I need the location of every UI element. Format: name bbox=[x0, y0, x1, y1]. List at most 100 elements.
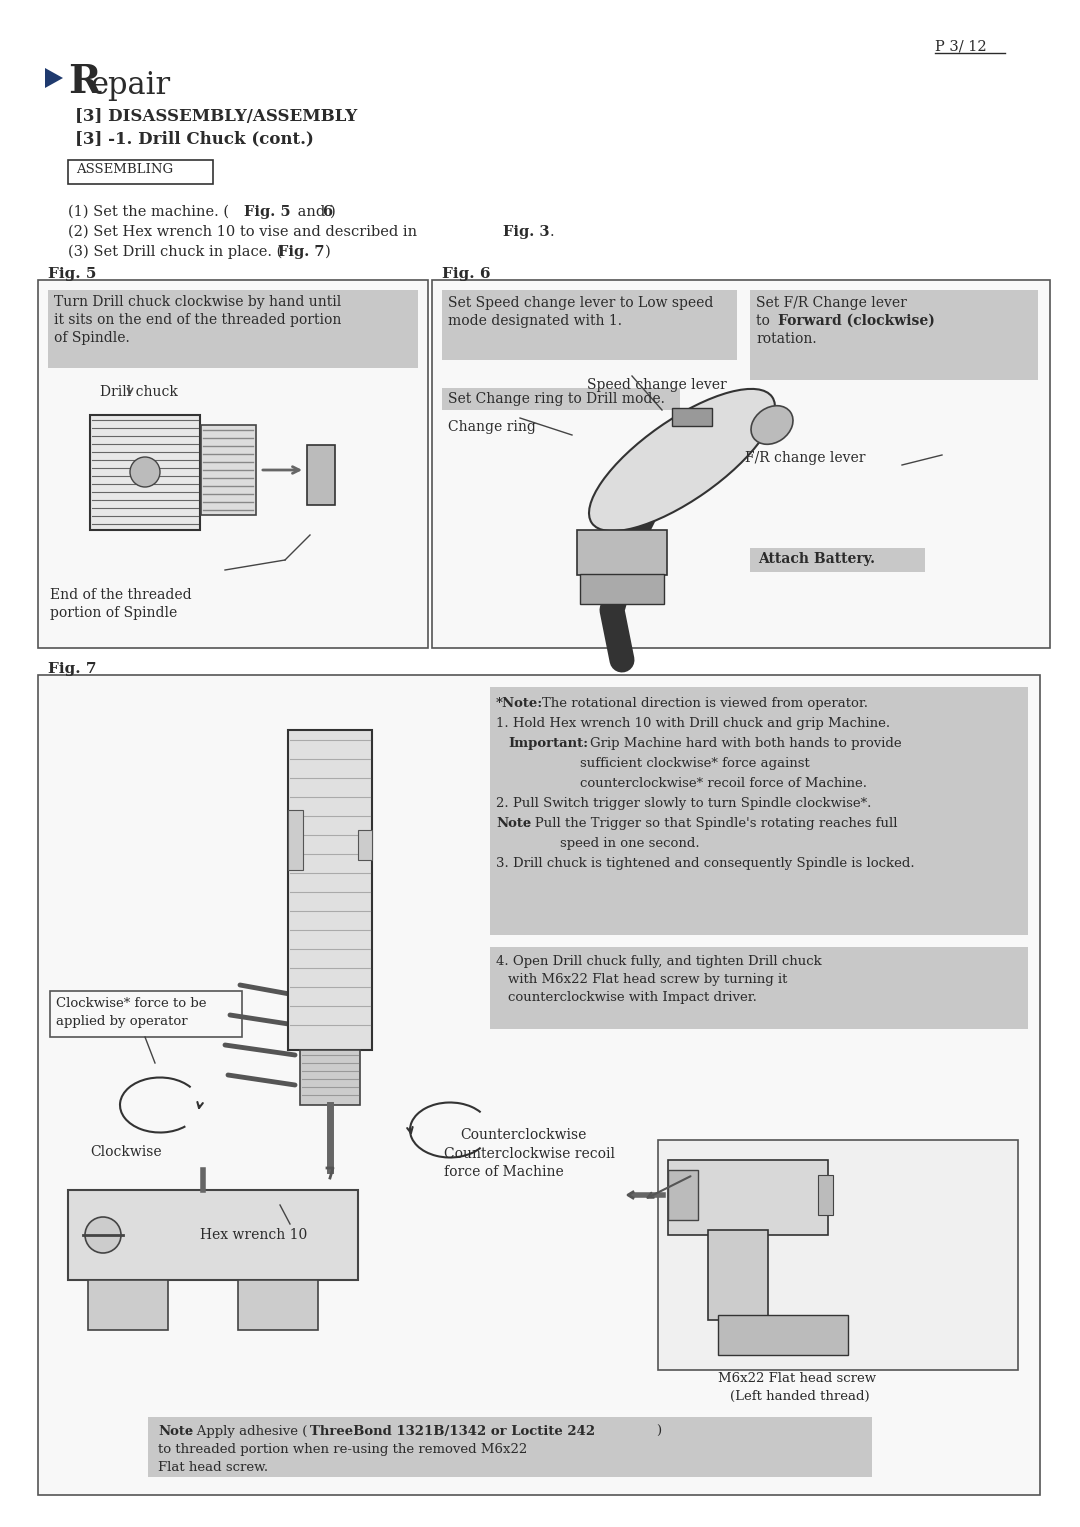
Text: 3. Drill chuck is tightened and consequently Spindle is locked.: 3. Drill chuck is tightened and conseque… bbox=[496, 857, 915, 870]
Bar bbox=[238, 1280, 318, 1330]
Text: Grip Machine hard with both hands to provide: Grip Machine hard with both hands to pro… bbox=[590, 738, 902, 750]
Bar bbox=[87, 1280, 168, 1330]
Polygon shape bbox=[45, 69, 63, 89]
Text: [3] -1. Drill Chuck (cont.): [3] -1. Drill Chuck (cont.) bbox=[75, 130, 314, 147]
Text: counterclockwise* recoil force of Machine.: counterclockwise* recoil force of Machin… bbox=[580, 777, 867, 789]
Text: 2. Pull Switch trigger slowly to turn Spindle clockwise*.: 2. Pull Switch trigger slowly to turn Sp… bbox=[496, 797, 872, 809]
Text: 4. Open Drill chuck fully, and tighten Drill chuck: 4. Open Drill chuck fully, and tighten D… bbox=[496, 954, 822, 968]
Text: Set Speed change lever to Low speed: Set Speed change lever to Low speed bbox=[448, 296, 714, 310]
Circle shape bbox=[85, 1217, 121, 1254]
Text: Counterclockwise recoil: Counterclockwise recoil bbox=[444, 1147, 615, 1161]
Bar bbox=[90, 415, 200, 530]
Text: and: and bbox=[293, 205, 329, 218]
Text: (2) Set Hex wrench 10 to vise and described in: (2) Set Hex wrench 10 to vise and descri… bbox=[68, 224, 422, 240]
Text: mode designated with 1.: mode designated with 1. bbox=[448, 315, 622, 328]
Text: : Pull the Trigger so that Spindle's rotating reaches full: : Pull the Trigger so that Spindle's rot… bbox=[526, 817, 897, 831]
Text: Turn Drill chuck clockwise by hand until: Turn Drill chuck clockwise by hand until bbox=[54, 295, 341, 308]
Bar bbox=[718, 1315, 848, 1354]
Text: Hex wrench 10: Hex wrench 10 bbox=[200, 1228, 307, 1241]
Text: counterclockwise with Impact driver.: counterclockwise with Impact driver. bbox=[508, 991, 757, 1003]
Text: End of the threaded: End of the threaded bbox=[50, 588, 191, 602]
Text: Fig. 7: Fig. 7 bbox=[48, 663, 96, 676]
Text: sufficient clockwise* force against: sufficient clockwise* force against bbox=[580, 757, 810, 770]
Text: ): ) bbox=[325, 244, 330, 260]
Bar bbox=[201, 425, 256, 515]
Text: of Spindle.: of Spindle. bbox=[54, 331, 130, 345]
Text: applied by operator: applied by operator bbox=[56, 1015, 188, 1028]
Text: Forward (clockwise): Forward (clockwise) bbox=[778, 315, 935, 328]
Text: (3) Set Drill chuck in place. (: (3) Set Drill chuck in place. ( bbox=[68, 244, 282, 260]
Bar bbox=[577, 530, 667, 576]
Text: 1. Hold Hex wrench 10 with Drill chuck and grip Machine.: 1. Hold Hex wrench 10 with Drill chuck a… bbox=[496, 718, 890, 730]
Text: to: to bbox=[756, 315, 774, 328]
Ellipse shape bbox=[130, 457, 160, 487]
Ellipse shape bbox=[751, 406, 793, 444]
Bar bbox=[669, 1161, 828, 1235]
Bar bbox=[38, 675, 1040, 1495]
Bar bbox=[357, 831, 372, 860]
Text: ): ) bbox=[656, 1425, 661, 1438]
Text: [3] DISASSEMBLY/ASSEMBLY: [3] DISASSEMBLY/ASSEMBLY bbox=[75, 108, 357, 125]
Text: 6: 6 bbox=[322, 205, 333, 218]
Text: Attach Battery.: Attach Battery. bbox=[758, 551, 875, 567]
Text: Set Change ring to Drill mode.: Set Change ring to Drill mode. bbox=[448, 392, 665, 406]
Text: Clockwise: Clockwise bbox=[90, 1145, 162, 1159]
Bar bbox=[68, 1190, 357, 1280]
Text: Clockwise* force to be: Clockwise* force to be bbox=[56, 997, 206, 1009]
Bar bbox=[50, 991, 242, 1037]
Text: portion of Spindle: portion of Spindle bbox=[50, 606, 177, 620]
Text: ): ) bbox=[330, 205, 336, 218]
Bar bbox=[490, 947, 1028, 1029]
Text: Change ring: Change ring bbox=[448, 420, 536, 434]
Text: Fig. 5: Fig. 5 bbox=[244, 205, 291, 218]
Text: Speed change lever: Speed change lever bbox=[588, 379, 727, 392]
Bar bbox=[148, 1417, 872, 1477]
Bar bbox=[708, 1231, 768, 1319]
Text: Drill chuck: Drill chuck bbox=[100, 385, 178, 399]
Text: (Left handed thread): (Left handed thread) bbox=[730, 1390, 869, 1403]
Text: Fig. 7: Fig. 7 bbox=[278, 244, 324, 260]
Bar bbox=[48, 290, 418, 368]
Bar bbox=[442, 388, 680, 411]
Text: Important:: Important: bbox=[508, 738, 589, 750]
Bar bbox=[672, 408, 712, 426]
Bar bbox=[490, 687, 1028, 935]
Text: (1) Set the machine. (: (1) Set the machine. ( bbox=[68, 205, 229, 218]
Bar bbox=[442, 290, 737, 360]
Bar bbox=[288, 730, 372, 1051]
Text: *Note:: *Note: bbox=[496, 696, 543, 710]
Text: force of Machine: force of Machine bbox=[444, 1165, 564, 1179]
Bar bbox=[68, 160, 213, 183]
Text: with M6x22 Flat head screw by turning it: with M6x22 Flat head screw by turning it bbox=[508, 973, 787, 986]
Bar bbox=[38, 279, 428, 647]
Bar bbox=[580, 574, 664, 605]
Bar bbox=[300, 1051, 360, 1106]
Bar bbox=[307, 444, 335, 505]
Text: .: . bbox=[550, 224, 555, 240]
Text: Note: Note bbox=[158, 1425, 193, 1438]
Text: Fig. 3: Fig. 3 bbox=[503, 224, 550, 240]
Text: Counterclockwise: Counterclockwise bbox=[460, 1128, 586, 1142]
Bar bbox=[818, 1174, 833, 1215]
Bar bbox=[750, 548, 924, 573]
Text: R: R bbox=[68, 63, 100, 101]
Bar bbox=[288, 809, 303, 870]
Text: Set F/R Change lever: Set F/R Change lever bbox=[756, 296, 907, 310]
Text: M6x22 Flat head screw: M6x22 Flat head screw bbox=[718, 1371, 876, 1385]
Bar bbox=[432, 279, 1050, 647]
Text: epair: epair bbox=[90, 70, 171, 101]
Text: Fig. 6: Fig. 6 bbox=[442, 267, 490, 281]
Text: Note: Note bbox=[496, 817, 531, 831]
Text: P 3/ 12: P 3/ 12 bbox=[935, 40, 987, 53]
Text: Flat head screw.: Flat head screw. bbox=[158, 1461, 268, 1474]
Text: ASSEMBLING: ASSEMBLING bbox=[76, 163, 173, 176]
Text: F/R change lever: F/R change lever bbox=[745, 450, 865, 466]
Text: rotation.: rotation. bbox=[756, 331, 816, 347]
Bar bbox=[658, 1141, 1018, 1370]
Text: to threaded portion when re-using the removed M6x22: to threaded portion when re-using the re… bbox=[158, 1443, 527, 1457]
Text: The rotational direction is viewed from operator.: The rotational direction is viewed from … bbox=[542, 696, 868, 710]
Text: Fig. 5: Fig. 5 bbox=[48, 267, 96, 281]
Ellipse shape bbox=[589, 389, 775, 531]
Text: speed in one second.: speed in one second. bbox=[561, 837, 700, 851]
Text: ThreeBond 1321B/1342 or Loctite 242: ThreeBond 1321B/1342 or Loctite 242 bbox=[310, 1425, 595, 1438]
